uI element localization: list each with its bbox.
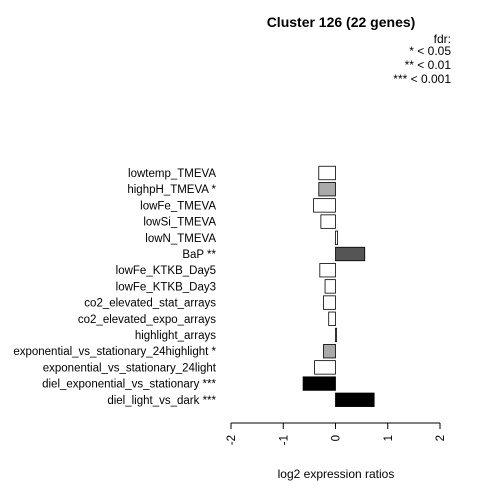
legend-entry-2: ** < 0.01 <box>405 58 452 72</box>
legend: fdr: * < 0.05 ** < 0.01 *** < 0.001 <box>393 32 451 86</box>
bar-12 <box>323 344 336 359</box>
category-label-8: lowFe_KTKB_Day3 <box>116 281 216 293</box>
category-label-12: exponential_vs_stationary_24highlight * <box>13 346 216 358</box>
legend-entry-3: *** < 0.001 <box>393 72 451 86</box>
bar-3 <box>313 198 336 213</box>
category-label-1: lowtemp_TMEVA <box>128 168 216 180</box>
x-tick-label-1: -2 <box>226 435 238 445</box>
category-label-3: lowFe_TMEVA <box>140 200 216 212</box>
x-tick-label-5: 2 <box>435 435 447 441</box>
bar-5 <box>335 230 338 245</box>
category-label-15: diel_light_vs_dark *** <box>107 395 216 407</box>
bar-15 <box>335 392 375 407</box>
chart-title: Cluster 126 (22 genes) <box>267 14 416 30</box>
bar-10 <box>328 311 336 326</box>
category-label-7: lowFe_KTKB_Day5 <box>116 265 216 277</box>
category-label-2: highpH_TMEVA * <box>127 184 216 196</box>
legend-entry-1: * < 0.05 <box>409 44 451 58</box>
category-label-11: highlight_arrays <box>135 330 216 342</box>
legend-title: fdr: <box>434 32 451 46</box>
bars <box>302 165 375 407</box>
category-labels: lowtemp_TMEVA highpH_TMEVA * lowFe_TMEVAlo… <box>13 168 216 407</box>
x-tick-label-2: -1 <box>278 435 290 445</box>
category-label-4: lowSi_TMEVA <box>143 217 216 229</box>
bar-14 <box>302 376 336 391</box>
x-axis: -2 -1 0 1 2 <box>226 422 447 445</box>
category-label-14: diel_exponential_vs_stationary *** <box>42 379 216 391</box>
category-label-6: BaP ** <box>182 249 216 261</box>
x-tick-label-4: 1 <box>383 435 395 441</box>
bar-4 <box>320 214 336 229</box>
category-label-13: exponential_vs_stationary_24light <box>43 362 217 374</box>
bar-9 <box>323 295 336 310</box>
bar-8 <box>324 279 336 294</box>
bar-11 <box>335 327 337 343</box>
bar-2 <box>318 182 336 197</box>
bar-6 <box>335 246 366 262</box>
bar-1 <box>318 165 336 181</box>
x-tick-label-3: 0 <box>331 435 343 441</box>
category-label-9: co2_elevated_stat_arrays <box>84 298 216 310</box>
category-label-5: lowN_TMEVA <box>145 233 216 245</box>
bar-7 <box>319 263 336 278</box>
bar-13 <box>314 360 336 375</box>
category-label-10: co2_elevated_expo_arrays <box>78 314 216 326</box>
x-axis-label: log2 expression ratios <box>278 467 395 481</box>
